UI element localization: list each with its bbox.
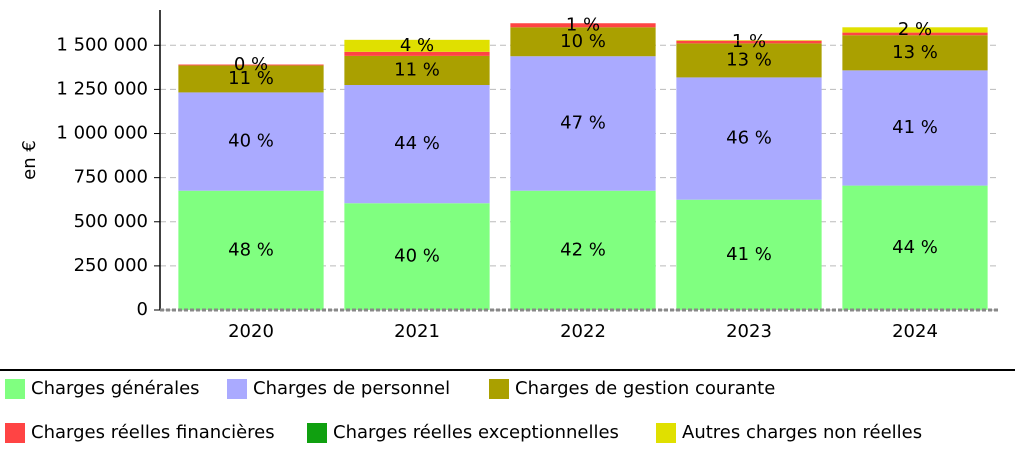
bar-segment [344, 51, 490, 56]
share-label: 40 % [228, 131, 274, 152]
y-axis-label: en € [19, 140, 40, 180]
bar-segment [178, 190, 324, 310]
share-label: 41 % [726, 244, 772, 265]
legend-label: Charges générales [31, 378, 200, 399]
share-label: 46 % [726, 128, 772, 149]
share-label: 41 % [892, 117, 938, 138]
bar-segment [344, 203, 490, 310]
bar-segment [510, 23, 656, 28]
legend-label: Autres charges non réelles [682, 422, 922, 443]
x-tick-label: 2024 [892, 321, 938, 342]
share-label: 11 % [394, 59, 440, 80]
bar-segment [510, 190, 656, 310]
bar-segment [344, 85, 490, 204]
legend-label: Charges réelles exceptionnelles [333, 422, 619, 443]
bar-segment [676, 40, 822, 44]
bar-segment [178, 92, 324, 191]
x-tick-label: 2022 [560, 321, 606, 342]
bar-segment [676, 40, 822, 41]
bar-segment [842, 27, 988, 33]
share-label: 4 % [400, 35, 434, 56]
share-label: 13 % [726, 49, 772, 70]
legend-swatch [656, 423, 676, 443]
bar-segment [178, 64, 324, 66]
share-label: 10 % [560, 31, 606, 52]
share-label: 40 % [394, 246, 440, 267]
bar-segment [676, 43, 822, 78]
x-tick-label: 2021 [394, 321, 440, 342]
bar-segment [842, 32, 988, 36]
share-label: 11 % [228, 68, 274, 89]
y-tick-label: 500 000 [74, 211, 148, 232]
share-label: 1 % [566, 14, 600, 35]
legend-swatch [5, 379, 25, 399]
share-label: 44 % [394, 133, 440, 154]
y-tick-label: 1 500 000 [56, 34, 148, 55]
share-label: 47 % [560, 112, 606, 133]
share-label: 2 % [898, 19, 932, 40]
legend-label: Charges de gestion courante [515, 378, 775, 399]
bar-segment [510, 56, 656, 191]
bar-segment [676, 199, 822, 310]
share-label: 44 % [892, 237, 938, 258]
share-label: 0 % [234, 54, 268, 75]
bar-segment [842, 70, 988, 186]
y-tick-label: 0 [137, 299, 148, 320]
bar-segment [344, 55, 490, 85]
x-tick-label: 2020 [228, 321, 274, 342]
legend-swatch [307, 423, 327, 443]
x-tick-label: 2023 [726, 321, 772, 342]
bar-segment [676, 77, 822, 200]
legend-swatch [5, 423, 25, 443]
share-label: 13 % [892, 42, 938, 63]
share-label: 1 % [732, 31, 766, 52]
y-tick-label: 750 000 [74, 167, 148, 188]
legend-swatch [227, 379, 247, 399]
bar-segment [344, 39, 490, 52]
legend-label: Charges de personnel [253, 378, 450, 399]
share-label: 48 % [228, 239, 274, 260]
share-label: 42 % [560, 239, 606, 260]
bar-segment [842, 185, 988, 310]
legend-swatch [489, 379, 509, 399]
bar-segment [510, 27, 656, 57]
bar-segment [178, 65, 324, 93]
bar-segment [842, 35, 988, 71]
y-tick-label: 250 000 [74, 255, 148, 276]
y-tick-label: 1 250 000 [56, 78, 148, 99]
legend-label: Charges réelles financières [31, 422, 275, 443]
y-tick-label: 1 000 000 [56, 123, 148, 144]
